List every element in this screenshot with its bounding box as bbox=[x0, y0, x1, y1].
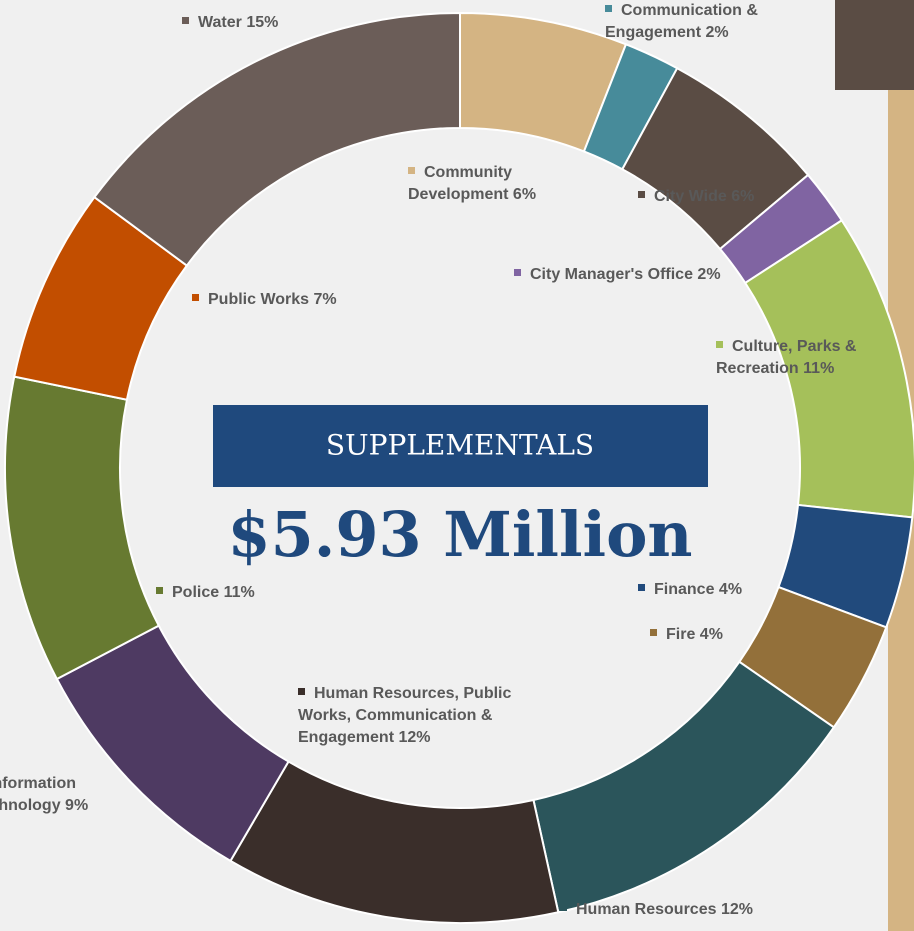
slice-label: Finance 4% bbox=[638, 579, 778, 601]
category-name: Human Resources bbox=[576, 901, 717, 918]
center-banner bbox=[213, 405, 708, 487]
value-label: 6% bbox=[512, 186, 537, 203]
legend-swatch bbox=[408, 167, 415, 174]
value-label: 11% bbox=[223, 584, 255, 601]
slice-label: Communication & Engagement 2% bbox=[605, 0, 790, 44]
value-label: 7% bbox=[313, 291, 337, 308]
legend-swatch bbox=[156, 587, 163, 594]
legend-swatch bbox=[716, 341, 723, 348]
legend-swatch bbox=[605, 5, 612, 12]
category-name: City Wide bbox=[654, 188, 727, 205]
slice-label: Public Works 7% bbox=[192, 289, 392, 311]
side-box bbox=[835, 0, 914, 90]
slice-label: Water 15% bbox=[182, 12, 342, 34]
slice-label: Information Technology 9% bbox=[0, 773, 142, 817]
category-name: Water bbox=[198, 14, 242, 31]
value-label: 4% bbox=[699, 626, 723, 643]
slice-label: Community Development 6% bbox=[408, 162, 578, 206]
slice bbox=[4, 375, 161, 681]
category-name: Culture, Parks & Recreation bbox=[716, 338, 857, 377]
value-label: 4% bbox=[718, 581, 743, 598]
legend-swatch bbox=[298, 688, 305, 695]
value-label: 15% bbox=[246, 14, 279, 31]
slice-label: City Wide 6% bbox=[638, 186, 798, 208]
category-name: Community Development bbox=[408, 164, 512, 203]
slice-label: Human Resources 12% bbox=[560, 899, 820, 921]
center-total: $5.93 Million bbox=[228, 498, 693, 571]
category-name: Information Technology bbox=[0, 775, 76, 814]
category-name: Police bbox=[172, 584, 220, 601]
slice-label: Culture, Parks & Recreation 11% bbox=[716, 336, 891, 380]
legend-swatch bbox=[638, 584, 645, 591]
slice-label: City Manager's Office 2% bbox=[514, 264, 754, 286]
value-label: 2% bbox=[697, 266, 721, 283]
value-label: 9% bbox=[65, 797, 89, 814]
slice bbox=[532, 660, 836, 914]
legend-swatch bbox=[638, 191, 645, 198]
category-name: City Manager's Office bbox=[530, 266, 693, 283]
value-label: 11% bbox=[803, 360, 835, 377]
center-title: SUPPLEMENTALS bbox=[326, 429, 594, 462]
category-name: Finance bbox=[654, 581, 715, 598]
value-label: 12% bbox=[720, 901, 753, 918]
category-name: Communication & Engagement bbox=[605, 2, 758, 41]
slice-label: Human Resources, Public Works, Communica… bbox=[298, 683, 513, 749]
slice bbox=[93, 11, 461, 267]
slice bbox=[229, 760, 560, 924]
slice-label: Police 11% bbox=[156, 582, 306, 604]
legend-swatch bbox=[560, 904, 567, 911]
value-label: 6% bbox=[731, 188, 755, 205]
slice-label: Fire 4% bbox=[650, 624, 770, 646]
category-name: Human Resources, Public Works, Communica… bbox=[298, 685, 512, 746]
legend-swatch bbox=[650, 629, 657, 636]
value-label: 12% bbox=[398, 729, 431, 746]
legend-swatch bbox=[182, 17, 189, 24]
value-label: 2% bbox=[705, 24, 729, 41]
category-name: Fire bbox=[666, 626, 696, 643]
legend-swatch bbox=[514, 269, 521, 276]
category-name: Public Works bbox=[208, 291, 310, 308]
legend-swatch bbox=[192, 294, 199, 301]
